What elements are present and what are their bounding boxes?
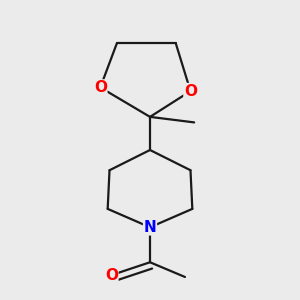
Text: O: O <box>94 80 107 95</box>
Text: O: O <box>105 268 118 283</box>
Text: N: N <box>144 220 156 235</box>
Text: O: O <box>184 84 197 99</box>
